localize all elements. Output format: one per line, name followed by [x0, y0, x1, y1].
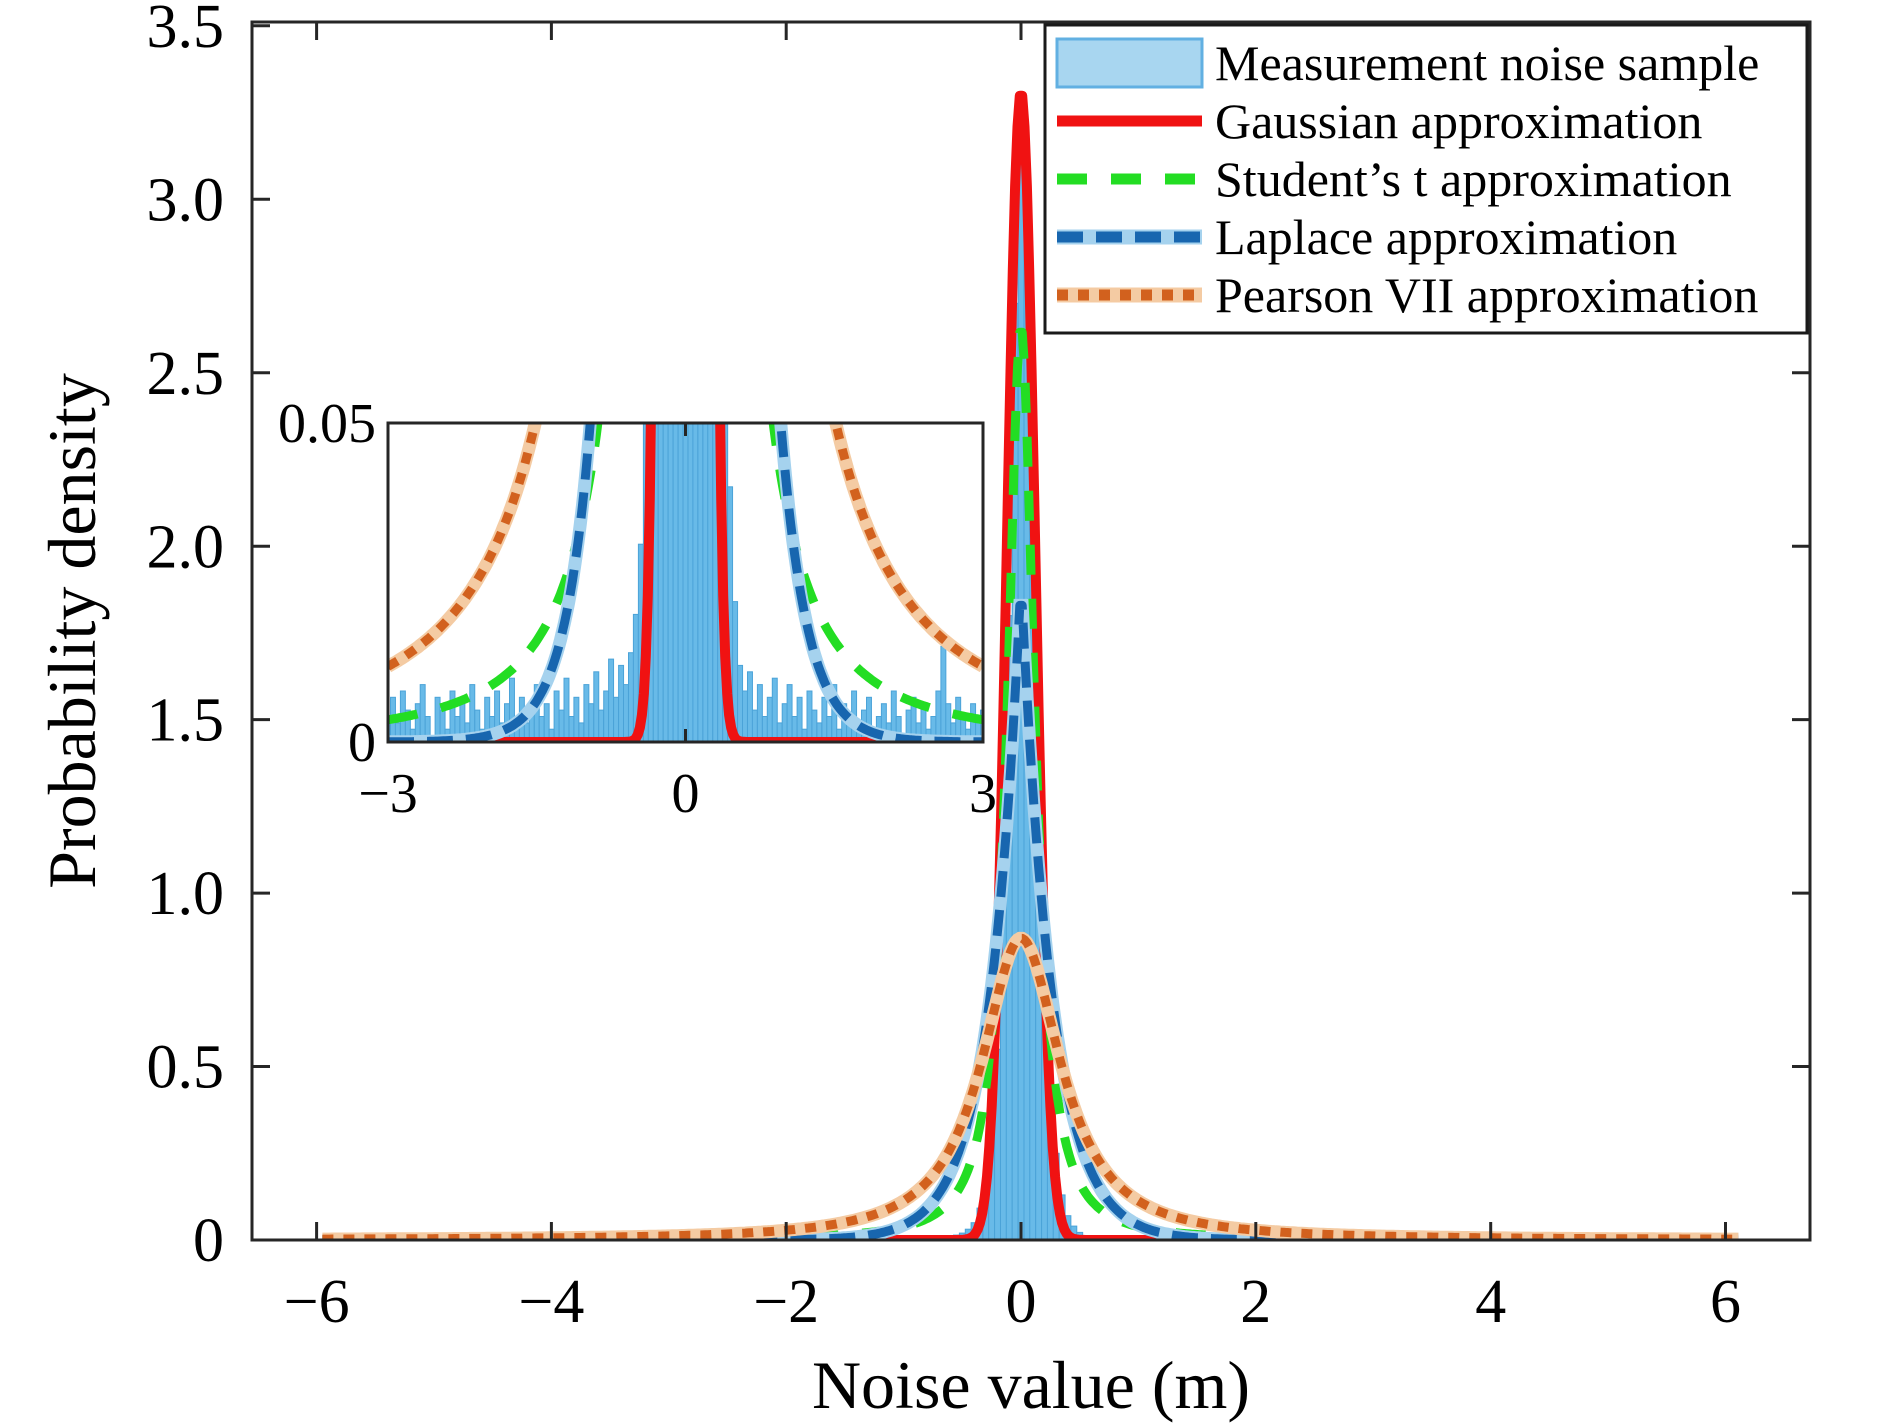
curve-laplace: [320, 600, 1741, 1240]
histogram-bar: [573, 696, 580, 742]
histogram-bar: [796, 696, 803, 742]
histogram-bar: [677, 423, 684, 742]
legend-label: Student’s t approximation: [1215, 151, 1732, 207]
histogram-bar: [657, 423, 664, 742]
x-tick-label: 3: [969, 763, 997, 825]
inset-plot-region: [388, 423, 983, 742]
histogram-bar: [692, 423, 699, 742]
legend-label: Pearson VII approximation: [1215, 267, 1758, 323]
legend-label: Gaussian approximation: [1215, 93, 1702, 149]
histogram-bar: [509, 677, 515, 742]
legend-entry: Pearson VII approximation: [1057, 267, 1758, 323]
main-tick-labels: −6 −4 −2 0 2 4 6 0 0.5 1.0 1.5 2.0 2.5 3.0 3.5: [147, 0, 1742, 1336]
legend-swatch-histogram: [1055, 37, 1204, 89]
histogram-bar: [935, 690, 942, 742]
legend-entry: Laplace approximation: [1057, 209, 1677, 265]
legend-label: Measurement noise sample: [1215, 35, 1759, 91]
y-tick-label: 3.5: [147, 0, 225, 61]
histogram-bar: [697, 423, 704, 742]
inset-tick-labels: −3 0 300.05: [278, 393, 997, 825]
y-tick-label: 0.5: [147, 1034, 225, 1102]
histogram-bar: [742, 690, 748, 742]
curve-gaussian: [319, 90, 1741, 1240]
histogram-bar: [618, 664, 625, 742]
y-tick-label: 0.05: [278, 393, 376, 455]
histogram-bar: [652, 423, 659, 742]
histogram-bar: [771, 677, 778, 742]
x-tick-label: 0: [672, 763, 700, 825]
histogram-bar: [707, 423, 714, 742]
histogram-bar: [756, 684, 763, 742]
y-tick-label: 1.5: [147, 687, 225, 755]
histogram-bar: [806, 690, 813, 742]
histogram-bar: [424, 716, 431, 742]
histogram-bar: [781, 703, 788, 742]
legend-label: Laplace approximation: [1215, 209, 1677, 265]
histogram-bar: [553, 690, 560, 742]
histogram-bar: [672, 423, 679, 742]
x-tick-label: 6: [1710, 1268, 1741, 1336]
y-tick-label: 1.0: [147, 860, 225, 928]
histogram-bar: [766, 696, 773, 742]
y-tick-label: 2.0: [147, 513, 225, 581]
histogram-bar: [543, 703, 550, 742]
x-axis-label: Noise value (m): [812, 1347, 1250, 1423]
histogram-bar: [603, 690, 610, 742]
main-plot-region: [319, 90, 1741, 1240]
x-tick-label: −4: [518, 1268, 584, 1336]
curve-laplace: [388, 423, 983, 742]
histogram-bar: [563, 677, 570, 742]
histogram-bar: [940, 645, 947, 742]
curve-pearson-vii: [320, 933, 1741, 1240]
legend-entry: Student’s t approximation: [1057, 151, 1732, 207]
x-tick-label: −3: [358, 763, 418, 825]
histogram-bar: [737, 664, 744, 742]
inset-plot: −3 0 300.05: [278, 393, 997, 825]
histogram-bar: [613, 696, 620, 742]
histogram-bar: [608, 658, 615, 742]
histogram-bar: [747, 671, 753, 742]
x-tick-label: 2: [1240, 1268, 1271, 1336]
histogram-bar: [628, 652, 634, 742]
legend-entry: Gaussian approximation: [1057, 93, 1702, 149]
histogram-bar: [623, 684, 629, 742]
y-axis-label: Probability density: [34, 373, 110, 889]
x-tick-label: −6: [284, 1268, 350, 1336]
x-tick-label: −2: [753, 1268, 819, 1336]
curve-underlay-pearson-vii: [388, 423, 983, 673]
y-tick-label: 2.5: [147, 340, 225, 408]
histogram-bar: [712, 423, 719, 742]
histogram-bar: [593, 671, 600, 742]
histogram-bar: [419, 684, 426, 742]
histogram-bar: [786, 684, 793, 742]
histogram-bar: [583, 684, 590, 742]
histogram-bar: [895, 716, 902, 742]
histogram-bar: [494, 690, 501, 742]
histogram-bar: [687, 423, 694, 742]
histogram-bar: [667, 423, 674, 742]
inset-ticks: [386, 421, 985, 744]
x-tick-label: 4: [1475, 1268, 1506, 1336]
histogram-bar: [682, 423, 689, 742]
histogram-bar: [821, 696, 828, 742]
main-border: [250, 20, 1812, 1242]
y-tick-label: 3.0: [147, 166, 225, 234]
y-tick-label: 0: [193, 1207, 224, 1275]
histogram-bar: [702, 423, 709, 742]
x-tick-label: 0: [1006, 1268, 1037, 1336]
y-tick-label: 0: [348, 712, 376, 774]
histogram-bar: [588, 703, 595, 742]
histogram-bar: [662, 423, 669, 742]
legend-entry: Measurement noise sample: [1055, 35, 1759, 91]
